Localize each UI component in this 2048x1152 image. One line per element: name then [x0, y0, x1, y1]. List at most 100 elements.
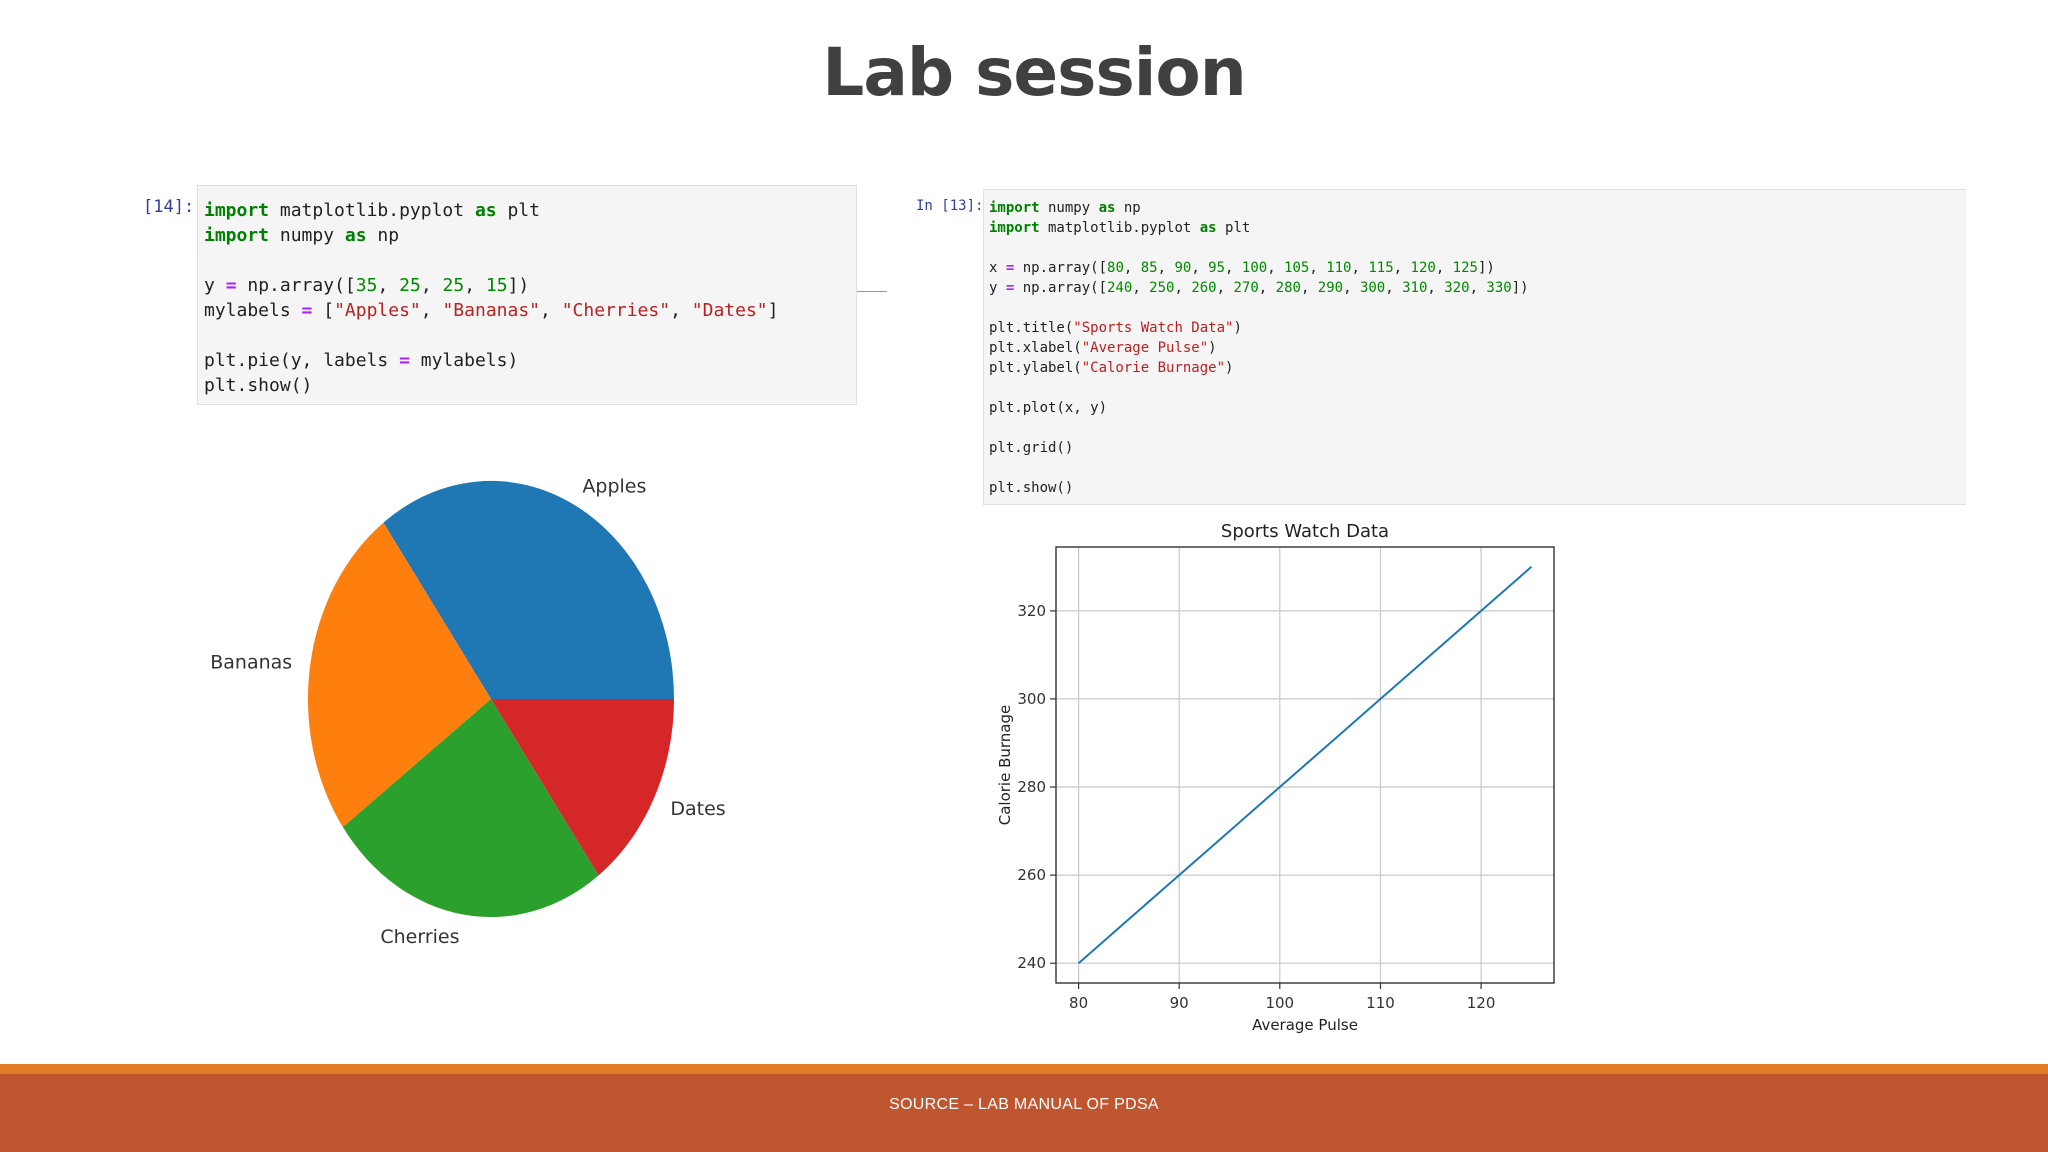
- code-token: ,: [1267, 260, 1285, 276]
- code-token: as: [474, 200, 497, 221]
- code-token: ,: [1123, 260, 1141, 276]
- chart-title: Sports Watch Data: [1221, 521, 1389, 542]
- pie-slice-bananas: [307, 522, 491, 828]
- code-token: ,: [1393, 260, 1411, 276]
- code-token: as: [344, 225, 367, 246]
- code-token: 25: [442, 275, 465, 296]
- code-text-right: import numpy as np import matplotlib.pyp…: [984, 190, 1966, 498]
- x-axis-label: Average Pulse: [1252, 1016, 1358, 1034]
- code-token: ,: [540, 300, 562, 321]
- code-token: plt.title(: [989, 320, 1074, 336]
- code-token: np: [1115, 200, 1141, 216]
- y-tick-label: 280: [1017, 778, 1046, 796]
- code-token: 80: [1107, 260, 1124, 276]
- code-token: ): [1225, 360, 1234, 376]
- plot-frame: [1055, 546, 1555, 984]
- pie-label: Dates: [670, 798, 725, 820]
- code-token: as: [1199, 220, 1217, 236]
- code-token: 25: [399, 275, 421, 296]
- code-token: plt.show(): [204, 375, 313, 396]
- code-cell-left[interactable]: import matplotlib.pyplot as plt import n…: [197, 185, 857, 405]
- code-token: "Apples": [334, 300, 421, 321]
- code-token: y: [989, 280, 1006, 296]
- code-token: 105: [1284, 260, 1310, 276]
- footer-source: SOURCE – LAB MANUAL OF PDSA: [889, 1096, 1159, 1113]
- code-token: x: [989, 260, 1006, 276]
- code-token: ,: [1427, 280, 1445, 296]
- code-token: =: [399, 350, 410, 371]
- code-token: ,: [377, 275, 400, 296]
- x-tick-label: 80: [1069, 994, 1088, 1012]
- code-token: ,: [1469, 280, 1487, 296]
- code-token: plt.plot(x, y): [989, 400, 1108, 416]
- code-token: 320: [1444, 280, 1470, 296]
- x-tick-label: 110: [1366, 994, 1395, 1012]
- code-token: matplotlib.pyplot: [269, 200, 475, 221]
- cell-prompt-left: [14]:: [143, 197, 195, 217]
- code-token: plt: [1216, 220, 1251, 236]
- divider-line: [857, 291, 887, 292]
- code-token: plt: [496, 200, 540, 221]
- code-token: 100: [1241, 260, 1268, 276]
- code-token: ,: [1343, 280, 1360, 296]
- code-token: ]): [1477, 260, 1495, 276]
- code-token: "Dates": [691, 300, 768, 321]
- code-token: plt.show(): [989, 480, 1074, 496]
- code-token: import: [204, 200, 270, 221]
- code-token: =: [225, 275, 237, 296]
- y-tick-label: 260: [1017, 866, 1046, 884]
- code-token: ,: [420, 275, 443, 296]
- y-tick-label: 320: [1017, 602, 1046, 620]
- code-token: 115: [1368, 260, 1394, 276]
- code-token: ,: [1132, 280, 1150, 296]
- code-token: ,: [1351, 260, 1369, 276]
- pie-label: Apples: [582, 475, 646, 497]
- code-token: ,: [1216, 280, 1234, 296]
- code-token: =: [1005, 280, 1015, 296]
- code-token: mylabels: [204, 300, 302, 321]
- code-token: y: [204, 275, 226, 296]
- x-tick-label: 100: [1265, 994, 1294, 1012]
- code-token: "Calorie Burnage": [1081, 360, 1226, 376]
- code-token: =: [301, 300, 313, 321]
- code-token: matplotlib.pyplot: [1039, 220, 1200, 236]
- code-token: plt.grid(): [989, 440, 1074, 456]
- code-token: import: [989, 220, 1040, 236]
- code-token: 310: [1402, 280, 1428, 296]
- code-token: ]): [507, 275, 530, 296]
- code-token: 290: [1317, 280, 1344, 296]
- code-token: 125: [1452, 260, 1478, 276]
- code-token: 260: [1191, 280, 1217, 296]
- code-token: numpy: [1039, 200, 1099, 216]
- code-token: ]): [1511, 280, 1529, 296]
- code-token: plt.pie(y, labels: [204, 350, 400, 371]
- code-token: ,: [1174, 280, 1192, 296]
- code-token: [: [312, 300, 335, 321]
- code-token: ,: [464, 275, 486, 296]
- code-cell-right[interactable]: import numpy as np import matplotlib.pyp…: [983, 189, 1966, 505]
- code-token: ]: [767, 300, 779, 321]
- code-token: 270: [1233, 280, 1259, 296]
- code-token: np.array([: [1014, 260, 1108, 276]
- code-token: import: [204, 225, 270, 246]
- code-token: =: [1005, 260, 1015, 276]
- x-tick-label: 90: [1170, 994, 1189, 1012]
- code-token: ,: [1300, 280, 1318, 296]
- code-token: ,: [670, 300, 692, 321]
- code-token: ): [1233, 320, 1242, 336]
- code-token: ,: [1435, 260, 1453, 276]
- code-token: 90: [1174, 260, 1192, 276]
- code-token: 280: [1275, 280, 1301, 296]
- code-token: "Bananas": [442, 300, 541, 321]
- code-token: 330: [1486, 280, 1512, 296]
- code-token: 250: [1149, 280, 1175, 296]
- code-token: as: [1098, 200, 1116, 216]
- pie-slice-cherries: [342, 699, 599, 918]
- code-token: "Average Pulse": [1081, 340, 1209, 356]
- code-token: import: [989, 200, 1040, 216]
- code-token: ,: [1157, 260, 1175, 276]
- code-token: plt.ylabel(: [989, 360, 1082, 376]
- code-token: 85: [1140, 260, 1158, 276]
